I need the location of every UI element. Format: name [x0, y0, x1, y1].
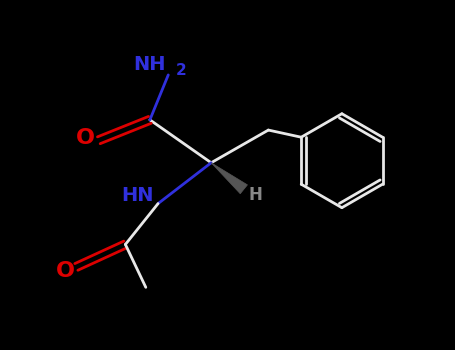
- Text: HN: HN: [121, 186, 154, 205]
- Text: H: H: [248, 187, 262, 204]
- Text: NH: NH: [134, 55, 166, 74]
- Text: O: O: [76, 128, 95, 148]
- Polygon shape: [211, 163, 248, 194]
- Text: O: O: [56, 261, 75, 281]
- Text: 2: 2: [176, 63, 187, 78]
